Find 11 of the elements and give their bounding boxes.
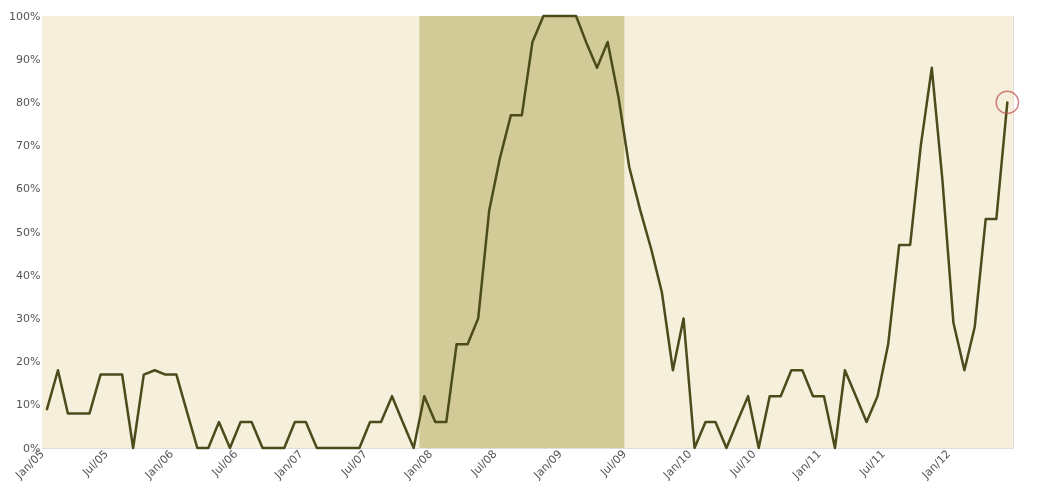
y-tick-label: 90% bbox=[16, 52, 41, 66]
line-series bbox=[45, 14, 1009, 450]
y-tick-label: 20% bbox=[16, 355, 41, 369]
y-tick-label: 50% bbox=[16, 225, 41, 239]
y-tick-label: 10% bbox=[16, 398, 41, 412]
y-tick-label: 80% bbox=[16, 95, 41, 109]
y-tick-label: 40% bbox=[16, 268, 41, 282]
y-tick-label: 60% bbox=[16, 182, 41, 196]
y-tick-label: 100% bbox=[9, 9, 41, 23]
y-tick-label: 70% bbox=[16, 139, 41, 153]
y-tick-label: 30% bbox=[16, 311, 41, 325]
